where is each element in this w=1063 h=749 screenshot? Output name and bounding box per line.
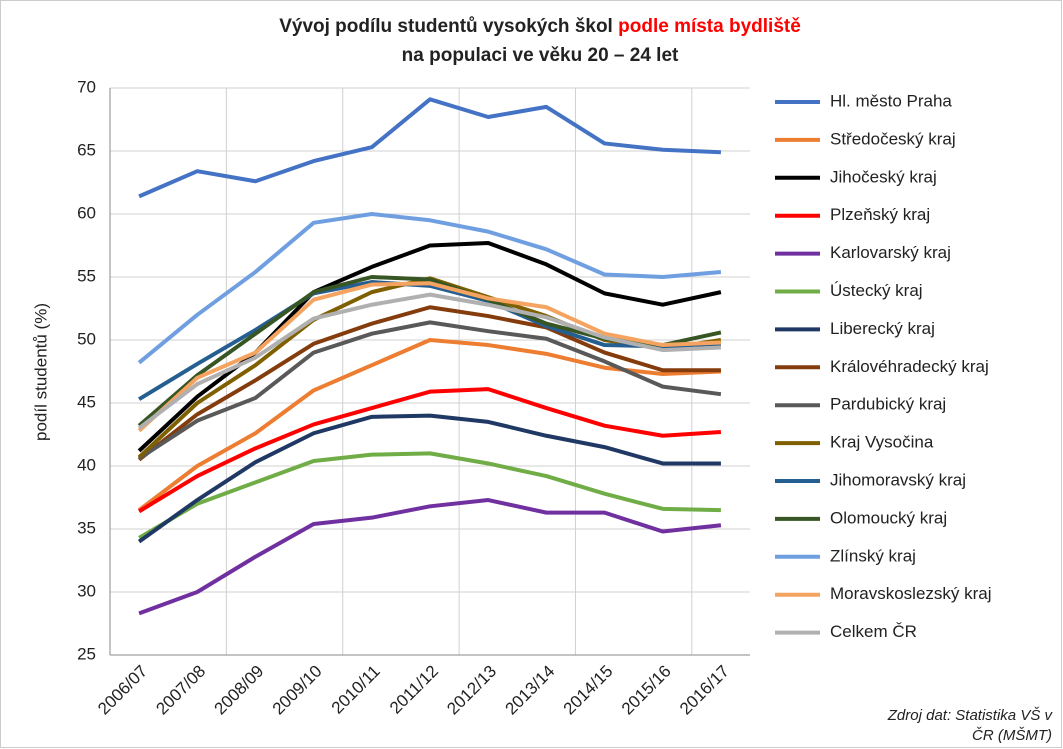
series-line	[138, 387, 722, 514]
series-line	[138, 451, 721, 540]
legend-label: Karlovarský kraj	[830, 243, 951, 262]
legend-label: Celkem ČR	[830, 622, 917, 641]
chart-title-line2: na populaci ve věku 20 – 24 let	[402, 45, 679, 66]
y-tick-label: 30	[77, 581, 96, 600]
series-line	[137, 305, 721, 462]
legend-label: Středočeský kraj	[830, 129, 956, 148]
y-tick-label: 40	[77, 455, 96, 474]
y-tick-label: 70	[77, 77, 96, 96]
series-line	[137, 212, 722, 365]
legend-label: Plzeňský kraj	[830, 205, 930, 224]
y-tick-label: 45	[77, 392, 96, 411]
legend-label: Jihočeský kraj	[830, 167, 937, 186]
legend-label: Liberecký kraj	[830, 319, 935, 338]
y-axis-label: podíl studentů (%)	[31, 303, 50, 441]
legend-label: Jihomoravský kraj	[830, 470, 966, 489]
legend-label: Olomoucký kraj	[830, 508, 947, 527]
source: ČR (MŠMT)	[972, 727, 1052, 744]
y-tick-label: 60	[77, 203, 96, 222]
series-line	[138, 320, 722, 461]
y-tick-label: 35	[77, 518, 96, 537]
legend-label: Zlínský kraj	[830, 546, 916, 565]
legend-label: Pardubický kraj	[830, 395, 946, 414]
chart-title: Vývoj podílu studentů vysokých škol podl…	[279, 16, 801, 37]
series-line	[138, 97, 721, 199]
series-line	[138, 498, 722, 616]
legend-label: Královéhradecký kraj	[830, 357, 989, 376]
y-tick-label: 55	[77, 266, 96, 285]
legend-label: Moravskoslezský kraj	[830, 584, 992, 603]
legend-label: Ústecký kraj	[830, 281, 923, 300]
title-part: Vývoj podílu studentů vysokých škol	[279, 16, 613, 37]
y-tick-label: 25	[77, 644, 96, 663]
series-line	[137, 413, 721, 544]
y-tick-label: 65	[77, 140, 96, 159]
title-highlight: podle místa bydliště	[618, 16, 801, 37]
source: Zdroj dat: Statistika VŠ v	[887, 707, 1054, 724]
series-line	[137, 281, 721, 433]
series-line	[138, 280, 721, 401]
legend-label: Hl. město Praha	[830, 91, 952, 110]
y-tick-label: 50	[77, 329, 96, 348]
series-line	[137, 292, 721, 430]
legend-label: Kraj Vysočina	[830, 433, 934, 452]
